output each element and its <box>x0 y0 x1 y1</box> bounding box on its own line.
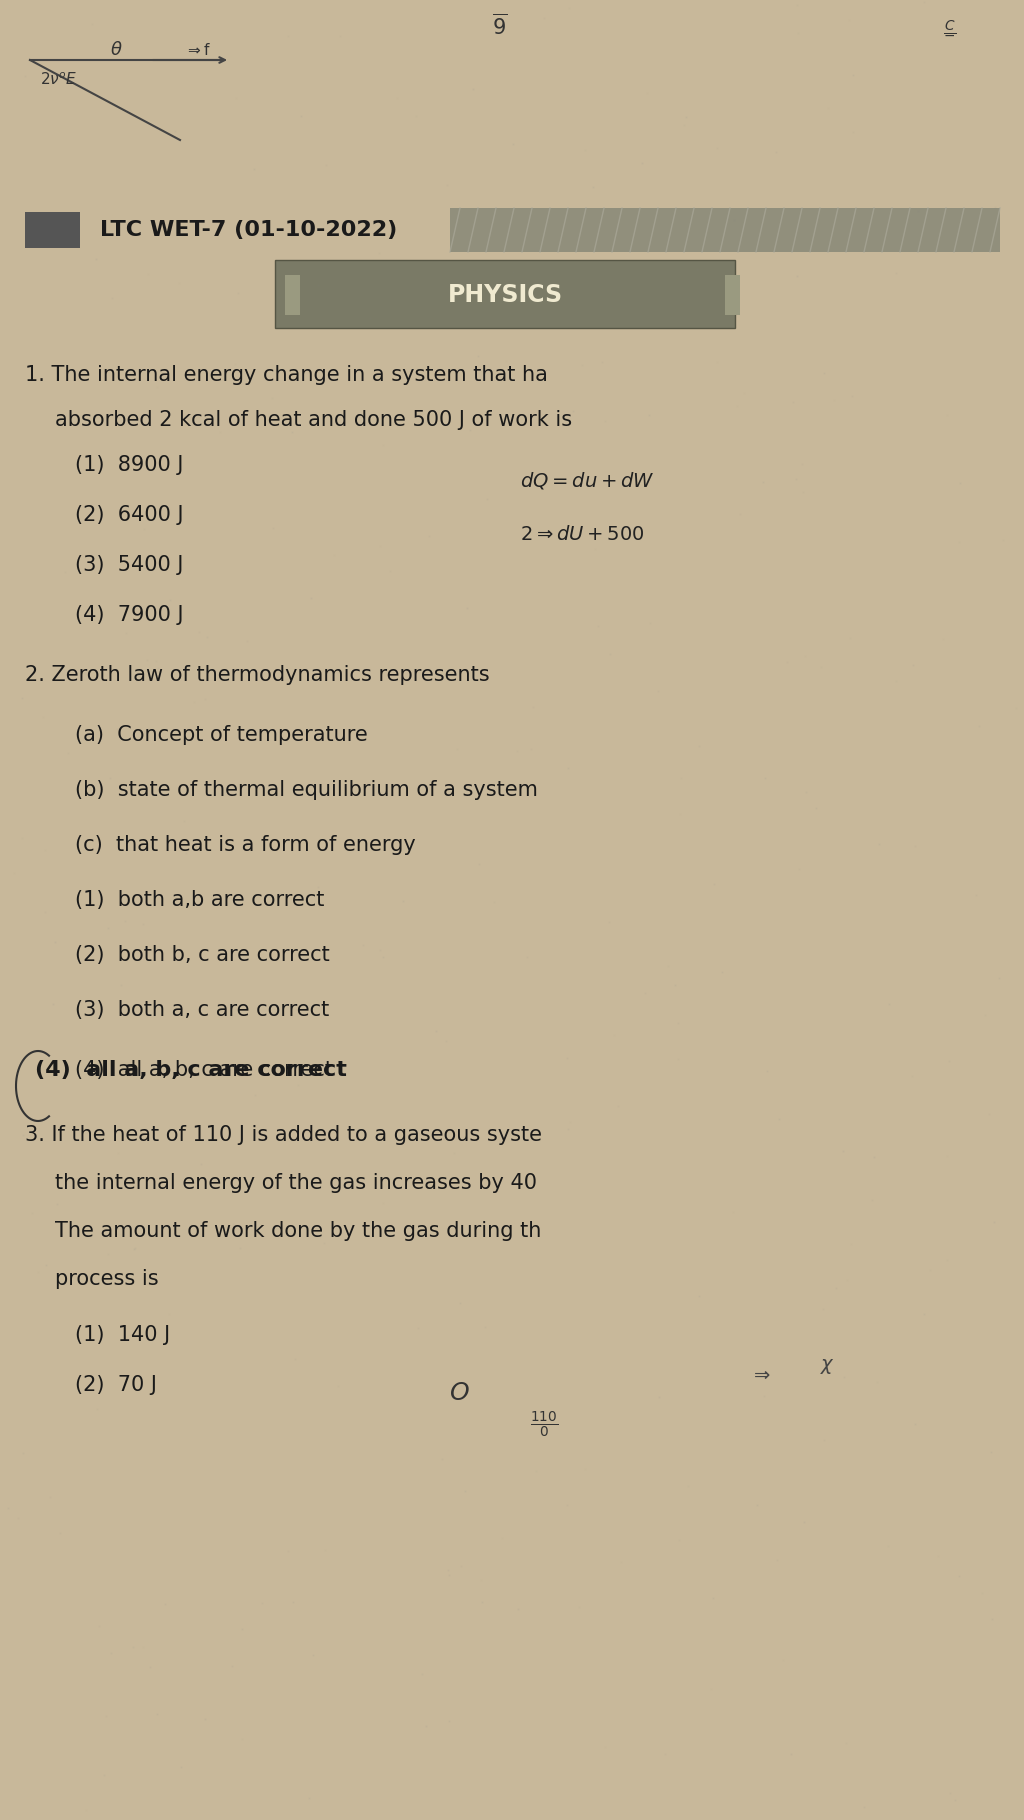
Text: $\chi$: $\chi$ <box>820 1358 835 1376</box>
Text: (1)  140 J: (1) 140 J <box>75 1325 170 1345</box>
Text: (a)  Concept of temperature: (a) Concept of temperature <box>75 724 368 744</box>
Text: PHYSICS: PHYSICS <box>447 282 562 308</box>
FancyBboxPatch shape <box>725 275 740 315</box>
Text: $dQ = du + dW$: $dQ = du + dW$ <box>520 470 654 491</box>
Text: absorbed 2 kcal of heat and done 500 J of work is: absorbed 2 kcal of heat and done 500 J o… <box>55 410 572 430</box>
Text: (1)  both a,b are correct: (1) both a,b are correct <box>75 890 325 910</box>
Text: process is: process is <box>55 1269 159 1289</box>
Text: $2 \Rightarrow dU + 500$: $2 \Rightarrow dU + 500$ <box>520 524 645 544</box>
FancyBboxPatch shape <box>285 275 300 315</box>
Text: (1)  8900 J: (1) 8900 J <box>75 455 183 475</box>
Text: (4)  all a, b, c are correct: (4) all a, b, c are correct <box>35 1059 347 1079</box>
Text: The amount of work done by the gas during th: The amount of work done by the gas durin… <box>55 1221 542 1241</box>
Text: (3)  5400 J: (3) 5400 J <box>75 555 183 575</box>
Text: (2)  70 J: (2) 70 J <box>75 1374 157 1394</box>
Text: (2)  6400 J: (2) 6400 J <box>75 504 183 524</box>
Text: LTC WET-7 (01-10-2022): LTC WET-7 (01-10-2022) <box>100 220 397 240</box>
Text: $\Rightarrow$f: $\Rightarrow$f <box>185 42 211 58</box>
Text: (b)  state of thermal equilibrium of a system: (b) state of thermal equilibrium of a sy… <box>75 781 538 801</box>
Text: $2\nu^oE$: $2\nu^oE$ <box>40 71 78 87</box>
FancyBboxPatch shape <box>450 207 1000 251</box>
Text: (c)  that heat is a form of energy: (c) that heat is a form of energy <box>75 835 416 855</box>
Text: $\frac{C}{-}$: $\frac{C}{-}$ <box>943 20 956 38</box>
Text: (4)  all a, b, c are correct: (4) all a, b, c are correct <box>75 1059 333 1079</box>
Text: 3. If the heat of 110 J is added to a gaseous syste: 3. If the heat of 110 J is added to a ga… <box>25 1125 542 1145</box>
Text: 2. Zeroth law of thermodynamics represents: 2. Zeroth law of thermodynamics represen… <box>25 664 489 684</box>
Text: $\overline{9}$: $\overline{9}$ <box>493 13 508 38</box>
Text: the internal energy of the gas increases by 40: the internal energy of the gas increases… <box>55 1174 537 1192</box>
Text: 1. The internal energy change in a system that ha: 1. The internal energy change in a syste… <box>25 366 548 386</box>
Text: (3)  both a, c are correct: (3) both a, c are correct <box>75 999 330 1019</box>
Text: $\Rightarrow$: $\Rightarrow$ <box>750 1365 771 1383</box>
Text: $\theta$: $\theta$ <box>110 42 123 58</box>
Text: $\frac{110}{0}$: $\frac{110}{0}$ <box>530 1410 558 1440</box>
Text: (2)  both b, c are correct: (2) both b, c are correct <box>75 945 330 965</box>
Text: (4)  7900 J: (4) 7900 J <box>75 604 183 624</box>
FancyBboxPatch shape <box>25 211 80 248</box>
Text: O: O <box>450 1381 470 1405</box>
FancyBboxPatch shape <box>275 260 735 328</box>
